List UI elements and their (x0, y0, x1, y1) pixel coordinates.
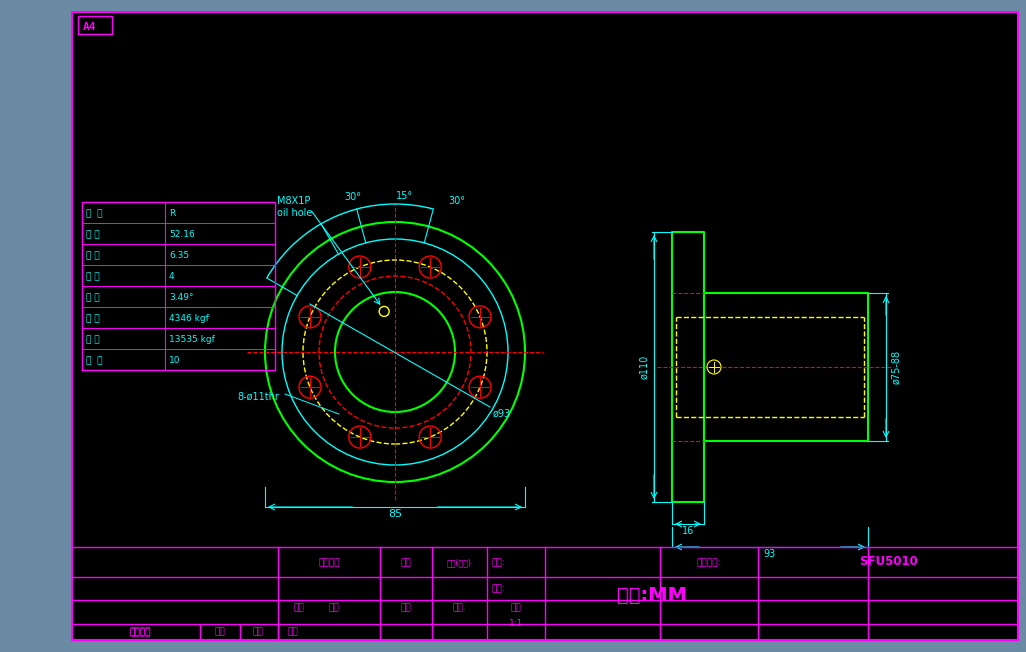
Text: 30°: 30° (448, 196, 466, 206)
Text: R: R (169, 209, 175, 218)
Text: M8X1P: M8X1P (277, 196, 311, 206)
Text: 数量(单台): 数量(单台) (447, 558, 472, 567)
Text: 16: 16 (682, 526, 695, 536)
Text: 签名: 签名 (288, 627, 299, 636)
Text: 93: 93 (764, 549, 776, 559)
Text: 客户名称: 客户名称 (318, 558, 340, 567)
Text: 处数: 处数 (214, 627, 226, 636)
Text: 8-ø11thr: 8-ø11thr (237, 392, 279, 402)
Text: 钢 珠: 钢 珠 (86, 251, 100, 260)
Text: SFU5010: SFU5010 (859, 555, 917, 568)
Text: 线 数: 线 数 (86, 272, 100, 281)
Text: 客档图号:: 客档图号: (697, 558, 721, 567)
Text: 3.49°: 3.49° (169, 293, 194, 302)
Text: 1:1: 1:1 (509, 619, 523, 628)
Text: 日期: 日期 (400, 558, 411, 567)
Text: 85: 85 (388, 509, 402, 519)
Text: 设计: 设计 (328, 603, 340, 612)
Text: 更改标记: 更改标记 (129, 627, 151, 636)
Text: 13535 kgf: 13535 kgf (169, 335, 214, 344)
Text: A4: A4 (83, 22, 96, 32)
Text: 绘图: 绘图 (293, 603, 305, 612)
Text: ø93: ø93 (494, 409, 511, 419)
Text: 15°: 15° (396, 191, 413, 201)
Text: 10: 10 (169, 356, 181, 365)
Text: 审核: 审核 (400, 603, 411, 612)
Text: 单位:MM: 单位:MM (617, 586, 686, 605)
Text: 型号:: 型号: (492, 558, 506, 567)
Text: 52.16: 52.16 (169, 230, 195, 239)
Text: 30°: 30° (345, 192, 361, 202)
Text: oil hole: oil hole (277, 208, 312, 218)
Text: 视角.: 视角. (452, 603, 466, 612)
Text: 日期: 日期 (252, 627, 264, 636)
Text: 螺  距: 螺 距 (86, 209, 103, 218)
Text: 比例: 比例 (511, 603, 521, 612)
Text: ø110: ø110 (639, 355, 649, 379)
Text: 额 径: 额 径 (86, 230, 100, 239)
Text: ø75-88: ø75-88 (891, 350, 901, 384)
Text: 导 程: 导 程 (86, 293, 100, 302)
Bar (78, 16, 112, 34)
Text: 4: 4 (169, 272, 174, 281)
Text: 材料:: 材料: (492, 584, 506, 593)
Text: 客户确认: 客户确认 (129, 628, 151, 637)
Text: 额 负: 额 负 (86, 314, 100, 323)
Text: 6.35: 6.35 (169, 251, 189, 260)
Text: 精  度: 精 度 (86, 356, 103, 365)
Text: 4346 kgf: 4346 kgf (169, 314, 209, 323)
Text: 静 负: 静 负 (86, 335, 100, 344)
